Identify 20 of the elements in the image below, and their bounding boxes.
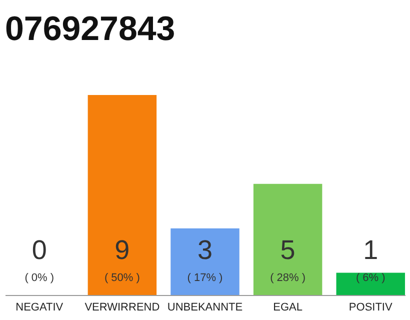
chart-title: 076927843 [5, 10, 176, 48]
x-tick-label: UNBEKANNTE [167, 302, 243, 314]
bar [170, 228, 240, 295]
x-tick-label: VERWIRREND [84, 302, 160, 314]
data-label: 9 [114, 235, 130, 265]
annotation: ( 17% ) [187, 272, 223, 284]
bar [336, 272, 405, 295]
x-tick-label: NEGATIV [16, 302, 64, 314]
data-label: 0 [32, 235, 47, 265]
x-tick-label: EGAL [273, 302, 302, 314]
data-label: 5 [280, 235, 296, 265]
annotation: ( 28% ) [270, 272, 306, 284]
annotation: ( 0% ) [24, 272, 54, 284]
data-label: 3 [197, 235, 213, 265]
x-tick-label: POSITIV [348, 302, 393, 314]
annotation: ( 50% ) [104, 272, 140, 284]
bar [253, 184, 322, 295]
annotation: ( 6% ) [356, 272, 386, 284]
bar [88, 95, 157, 295]
data-label: 1 [363, 235, 378, 265]
